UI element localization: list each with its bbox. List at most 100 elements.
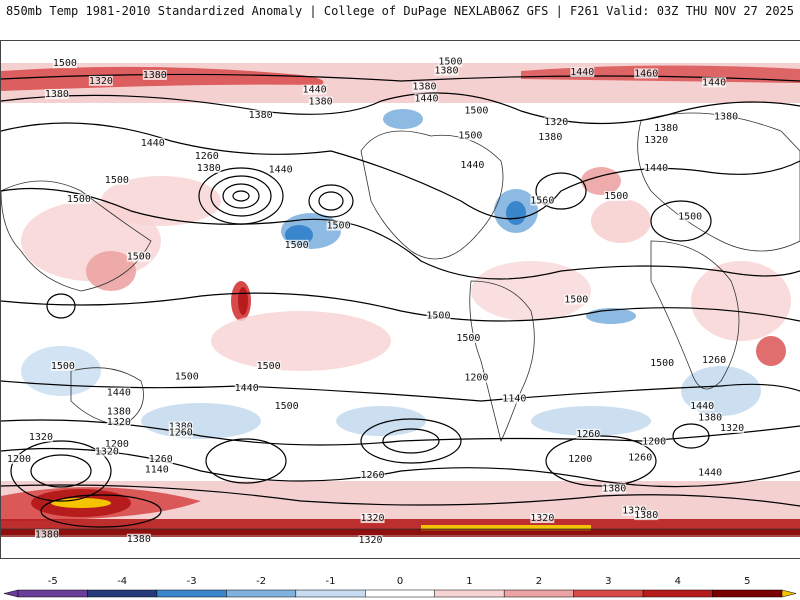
contour-label: 1200 — [7, 454, 31, 465]
contour-label: 1380 — [434, 65, 458, 76]
colorbar-tick-label: -3 — [187, 576, 197, 587]
contour-label: 1320 — [544, 117, 568, 128]
contour-label: 1500 — [456, 333, 480, 344]
contour-label: 1500 — [464, 105, 488, 116]
colorbar-tick-label: -1 — [326, 576, 336, 587]
contour-label: 1500 — [426, 311, 450, 322]
contour-label: 1380 — [714, 111, 738, 122]
contour-label: 1500 — [604, 191, 628, 202]
contour-label: 1260 — [576, 429, 600, 440]
contour-label: 1380 — [107, 407, 131, 418]
contour-label: 1380 — [538, 132, 562, 143]
colorbar-swatch-neg3 — [156, 589, 227, 598]
colorbar-swatch-pos3 — [573, 589, 644, 598]
contour-label: 1440 — [690, 401, 714, 412]
map-title: 850mb Temp 1981-2010 Standardized Anomal… — [6, 4, 498, 18]
contour-label: 1140 — [145, 464, 169, 475]
colorbar-tick-label: -5 — [48, 576, 58, 587]
contour-label: 1380 — [127, 534, 151, 545]
contour-label: 1460 — [634, 68, 658, 79]
contour-label: 1500 — [127, 252, 151, 263]
colorbar-tick-label: 5 — [744, 576, 750, 587]
contour-label: 1320 — [89, 76, 113, 87]
contour-label: 1380 — [309, 97, 333, 108]
colorbar-swatch-neg5 — [17, 589, 88, 598]
contour-label: 1500 — [175, 371, 199, 382]
contour-label: 1380 — [169, 421, 193, 432]
contour-label: 1440 — [235, 383, 259, 394]
contour-label: 1260 — [702, 355, 726, 366]
colorbar-tick-label: 4 — [675, 576, 681, 587]
colorbar-tick-label: -4 — [117, 576, 127, 587]
colorbar-max-arrow — [781, 589, 797, 598]
contour-label: 1320 — [720, 423, 744, 434]
anomaly-map[interactable]: 1500 1500 1380 1320 1380 1440 1380 1380 1440 1460… — [0, 40, 800, 559]
contour-label: 1320 — [360, 513, 384, 524]
colorbar-tick-label: 2 — [536, 576, 542, 587]
contour-label: 1500 — [678, 212, 702, 223]
contour-label: 1320 — [358, 535, 382, 546]
colorbar-swatch-neg1 — [295, 589, 366, 598]
contour-label: 1200 — [568, 454, 592, 465]
contour-label: 1140 — [502, 393, 526, 404]
contour-label: 1500 — [650, 358, 674, 369]
contour-label: 1260 — [628, 453, 652, 464]
contour-label: 1380 — [602, 484, 626, 495]
contour-label: 1380 — [45, 89, 69, 100]
anomaly-shading — [1, 63, 800, 537]
contour-label: 1500 — [53, 58, 77, 69]
contour-label: 1440 — [269, 164, 293, 175]
height-contours — [1, 73, 800, 528]
coastlines — [1, 112, 800, 530]
colorbar-swatch-neg4 — [87, 589, 158, 598]
contour-label: 1380 — [634, 510, 658, 521]
colorbar-swatch-pos4 — [642, 589, 713, 598]
contour-label: 1320 — [95, 447, 119, 458]
contour-label: 1380 — [412, 82, 436, 93]
contour-label: 1320 — [107, 417, 131, 428]
contour-label: 1500 — [327, 221, 351, 232]
contour-label: 1500 — [67, 194, 91, 205]
contour-label: 1260 — [169, 427, 193, 438]
colorbar-swatches — [3, 589, 797, 598]
contour-label: 1500 — [564, 294, 588, 305]
contour-label: 1440 — [141, 138, 165, 149]
contour-label: 1500 — [275, 401, 299, 412]
contour-label: 1440 — [570, 67, 594, 78]
contour-label: 1440 — [702, 77, 726, 88]
colorbar-swatch-pos2 — [503, 589, 574, 598]
contour-label: 1380 — [698, 413, 722, 424]
model-run-info: 06Z GFS | F261 Valid: 03Z THU NOV 27 202… — [497, 4, 794, 18]
contour-label: 1260 — [195, 151, 219, 162]
contour-label: 1440 — [460, 160, 484, 171]
colorbar-min-arrow — [3, 589, 19, 598]
contour-label: 1260 — [360, 470, 384, 481]
contour-label: 1380 — [249, 110, 273, 121]
contour-label: 1440 — [303, 85, 327, 96]
contour-label: 1320 — [530, 513, 554, 524]
colorbar-tick-label: -2 — [256, 576, 266, 587]
contour-label: 1560 — [530, 195, 554, 206]
colorbar-ticks: -5 -4 -3 -2 -1 0 1 2 3 4 5 — [48, 576, 751, 587]
colorbar-tick-label: 0 — [397, 576, 403, 587]
contour-label: 1200 — [105, 439, 129, 450]
contour-label: 1380 — [143, 70, 167, 81]
contour-label: 1500 — [285, 240, 309, 251]
contour-label: 1500 — [257, 361, 281, 372]
contour-label: 1320 — [644, 135, 668, 146]
contour-label: 1500 — [438, 57, 462, 68]
contour-label: 1440 — [107, 388, 131, 399]
contour-label: 1500 — [105, 175, 129, 186]
colorbar: -5 -4 -3 -2 -1 0 1 2 3 4 5 — [0, 568, 800, 600]
contour-label: 1380 — [197, 163, 221, 174]
contour-label: 1320 — [29, 432, 53, 443]
contour-label: 1440 — [698, 467, 722, 478]
colorbar-swatch-pos5 — [712, 589, 783, 598]
contour-label: 1440 — [414, 94, 438, 105]
contour-label: 1440 — [644, 163, 668, 174]
colorbar-swatch-pos1 — [434, 589, 505, 598]
colorbar-swatch-zero — [365, 589, 435, 598]
contour-label: 1500 — [458, 130, 482, 141]
colorbar-tick-label: 3 — [605, 576, 611, 587]
